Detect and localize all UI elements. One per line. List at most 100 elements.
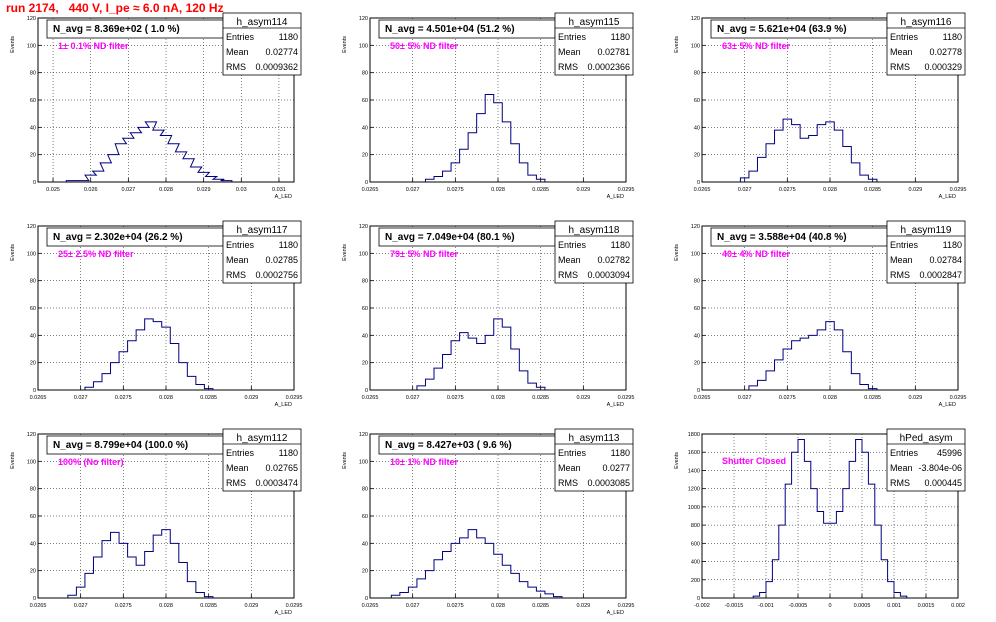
histogram-bin	[528, 587, 537, 598]
stats-value-mean: 0.02785	[265, 255, 298, 265]
x-tick-label: 0.028	[159, 395, 173, 401]
histogram-bin	[798, 439, 804, 598]
histogram-bin	[817, 511, 823, 598]
histogram-bin	[519, 371, 528, 390]
y-tick-label: 800	[691, 523, 700, 529]
histogram-bin	[153, 535, 162, 598]
histogram-panel-h_asym118: 0.0265 0.027 0.0275 0.028 0.0285 0.029 0.0295 0…	[342, 220, 634, 408]
plot-frame	[369, 17, 627, 183]
y-tick-label: 200	[691, 578, 700, 584]
histogram-bin	[136, 330, 145, 390]
x-tick-label: 0.0275	[447, 603, 464, 609]
histogram-bin	[824, 523, 830, 598]
y-tick-label: 60	[30, 306, 36, 312]
histogram-bin	[766, 144, 775, 182]
y-tick-label: 1200	[688, 487, 700, 493]
histogram-bin	[502, 565, 511, 598]
y-tick-label: 20	[30, 569, 36, 575]
y-tick-label: 1000	[688, 505, 700, 511]
y-tick-label: 120	[27, 224, 36, 230]
y-tick-label: 40	[694, 333, 700, 339]
y-tick-label: 100	[359, 459, 368, 465]
histogram-bin	[502, 122, 511, 182]
y-tick-label: 80	[362, 487, 368, 493]
stats-value-rms: 0.0002756	[255, 270, 298, 280]
x-tick-label: 0.027	[406, 603, 420, 609]
x-tick-label: 0.0265	[694, 395, 711, 401]
x-axis-label: A_LED	[607, 194, 624, 200]
x-tick-label: 0.027	[121, 187, 135, 193]
histogram-bin	[809, 335, 818, 390]
plot-frame	[701, 433, 959, 599]
y-tick-label: 80	[30, 71, 36, 77]
stats-title: h_asym113	[569, 433, 620, 444]
y-tick-label: 80	[30, 279, 36, 285]
x-tick-label: 0.029	[908, 187, 922, 193]
x-tick-label: 0.0275	[115, 395, 132, 401]
filter-annotation: 40± 4% ND filter	[722, 249, 790, 259]
stats-box	[886, 428, 966, 492]
x-tick-label: 0.029	[197, 187, 211, 193]
x-tick-label: 0.001	[887, 603, 901, 609]
y-tick-label: 100	[27, 43, 36, 49]
histogram-bin	[170, 344, 179, 390]
x-tick-label: 0.0275	[447, 395, 464, 401]
stats-value-entries: 1180	[943, 32, 962, 42]
x-tick-label: 0.0265	[30, 603, 47, 609]
y-tick-label: 0	[33, 388, 36, 394]
plot-frame	[37, 17, 295, 183]
y-tick-label: 1800	[688, 432, 700, 438]
histogram-bin	[800, 138, 809, 182]
histogram-bin	[868, 484, 874, 598]
stats-box	[886, 12, 966, 76]
x-tick-label: 0.027	[738, 187, 752, 193]
stats-label-entries: Entries	[226, 240, 255, 250]
y-tick-label: 0	[697, 388, 700, 394]
y-tick-label: 100	[691, 251, 700, 257]
x-tick-label: 0.0295	[286, 395, 303, 401]
histogram-bin	[460, 149, 469, 182]
histogram-bin	[749, 386, 758, 390]
y-tick-label: 80	[362, 279, 368, 285]
y-tick-label: 40	[694, 125, 700, 131]
histogram-bin	[519, 582, 528, 598]
histogram-bin	[792, 125, 801, 182]
stats-label-rms: RMS	[558, 62, 578, 72]
histogram-bin	[160, 136, 171, 182]
histogram-bin	[817, 330, 826, 390]
histogram-bin	[800, 338, 809, 390]
histogram-bin	[443, 552, 452, 598]
histogram-bin	[772, 560, 778, 598]
histogram-bin	[434, 560, 443, 598]
histogram-bin	[843, 352, 852, 390]
histogram-bin	[102, 374, 111, 390]
x-axis-label: A_LED	[275, 402, 292, 408]
y-tick-label: 40	[30, 541, 36, 547]
y-tick-label: 120	[691, 16, 700, 22]
y-tick-label: 40	[30, 125, 36, 131]
histogram-bin	[843, 146, 852, 182]
stats-label-mean: Mean	[890, 47, 913, 57]
stats-title: h_asym114	[237, 17, 288, 28]
histogram-bin	[834, 330, 843, 390]
stats-box	[554, 12, 634, 76]
y-tick-label: 0	[33, 596, 36, 602]
y-tick-label: 40	[30, 333, 36, 339]
filter-annotation: 79± 5% ND filter	[390, 249, 458, 259]
y-tick-label: 60	[362, 306, 368, 312]
y-tick-label: 60	[362, 514, 368, 520]
plot-frame	[369, 433, 627, 599]
histogram-outline	[748, 321, 878, 390]
y-tick-label: 20	[30, 361, 36, 367]
histogram-bin	[425, 571, 434, 598]
histogram-bin	[836, 511, 842, 598]
y-tick-label: 600	[691, 541, 700, 547]
y-tick-label: 60	[694, 98, 700, 104]
histogram-bin	[809, 136, 818, 182]
stats-title: h_asym117	[237, 225, 288, 236]
histogram-bin	[85, 573, 94, 598]
y-tick-label: 20	[362, 361, 368, 367]
x-tick-label: 0.027	[406, 395, 420, 401]
stats-value-entries: 1180	[611, 448, 630, 458]
histogram-bin	[93, 557, 102, 598]
